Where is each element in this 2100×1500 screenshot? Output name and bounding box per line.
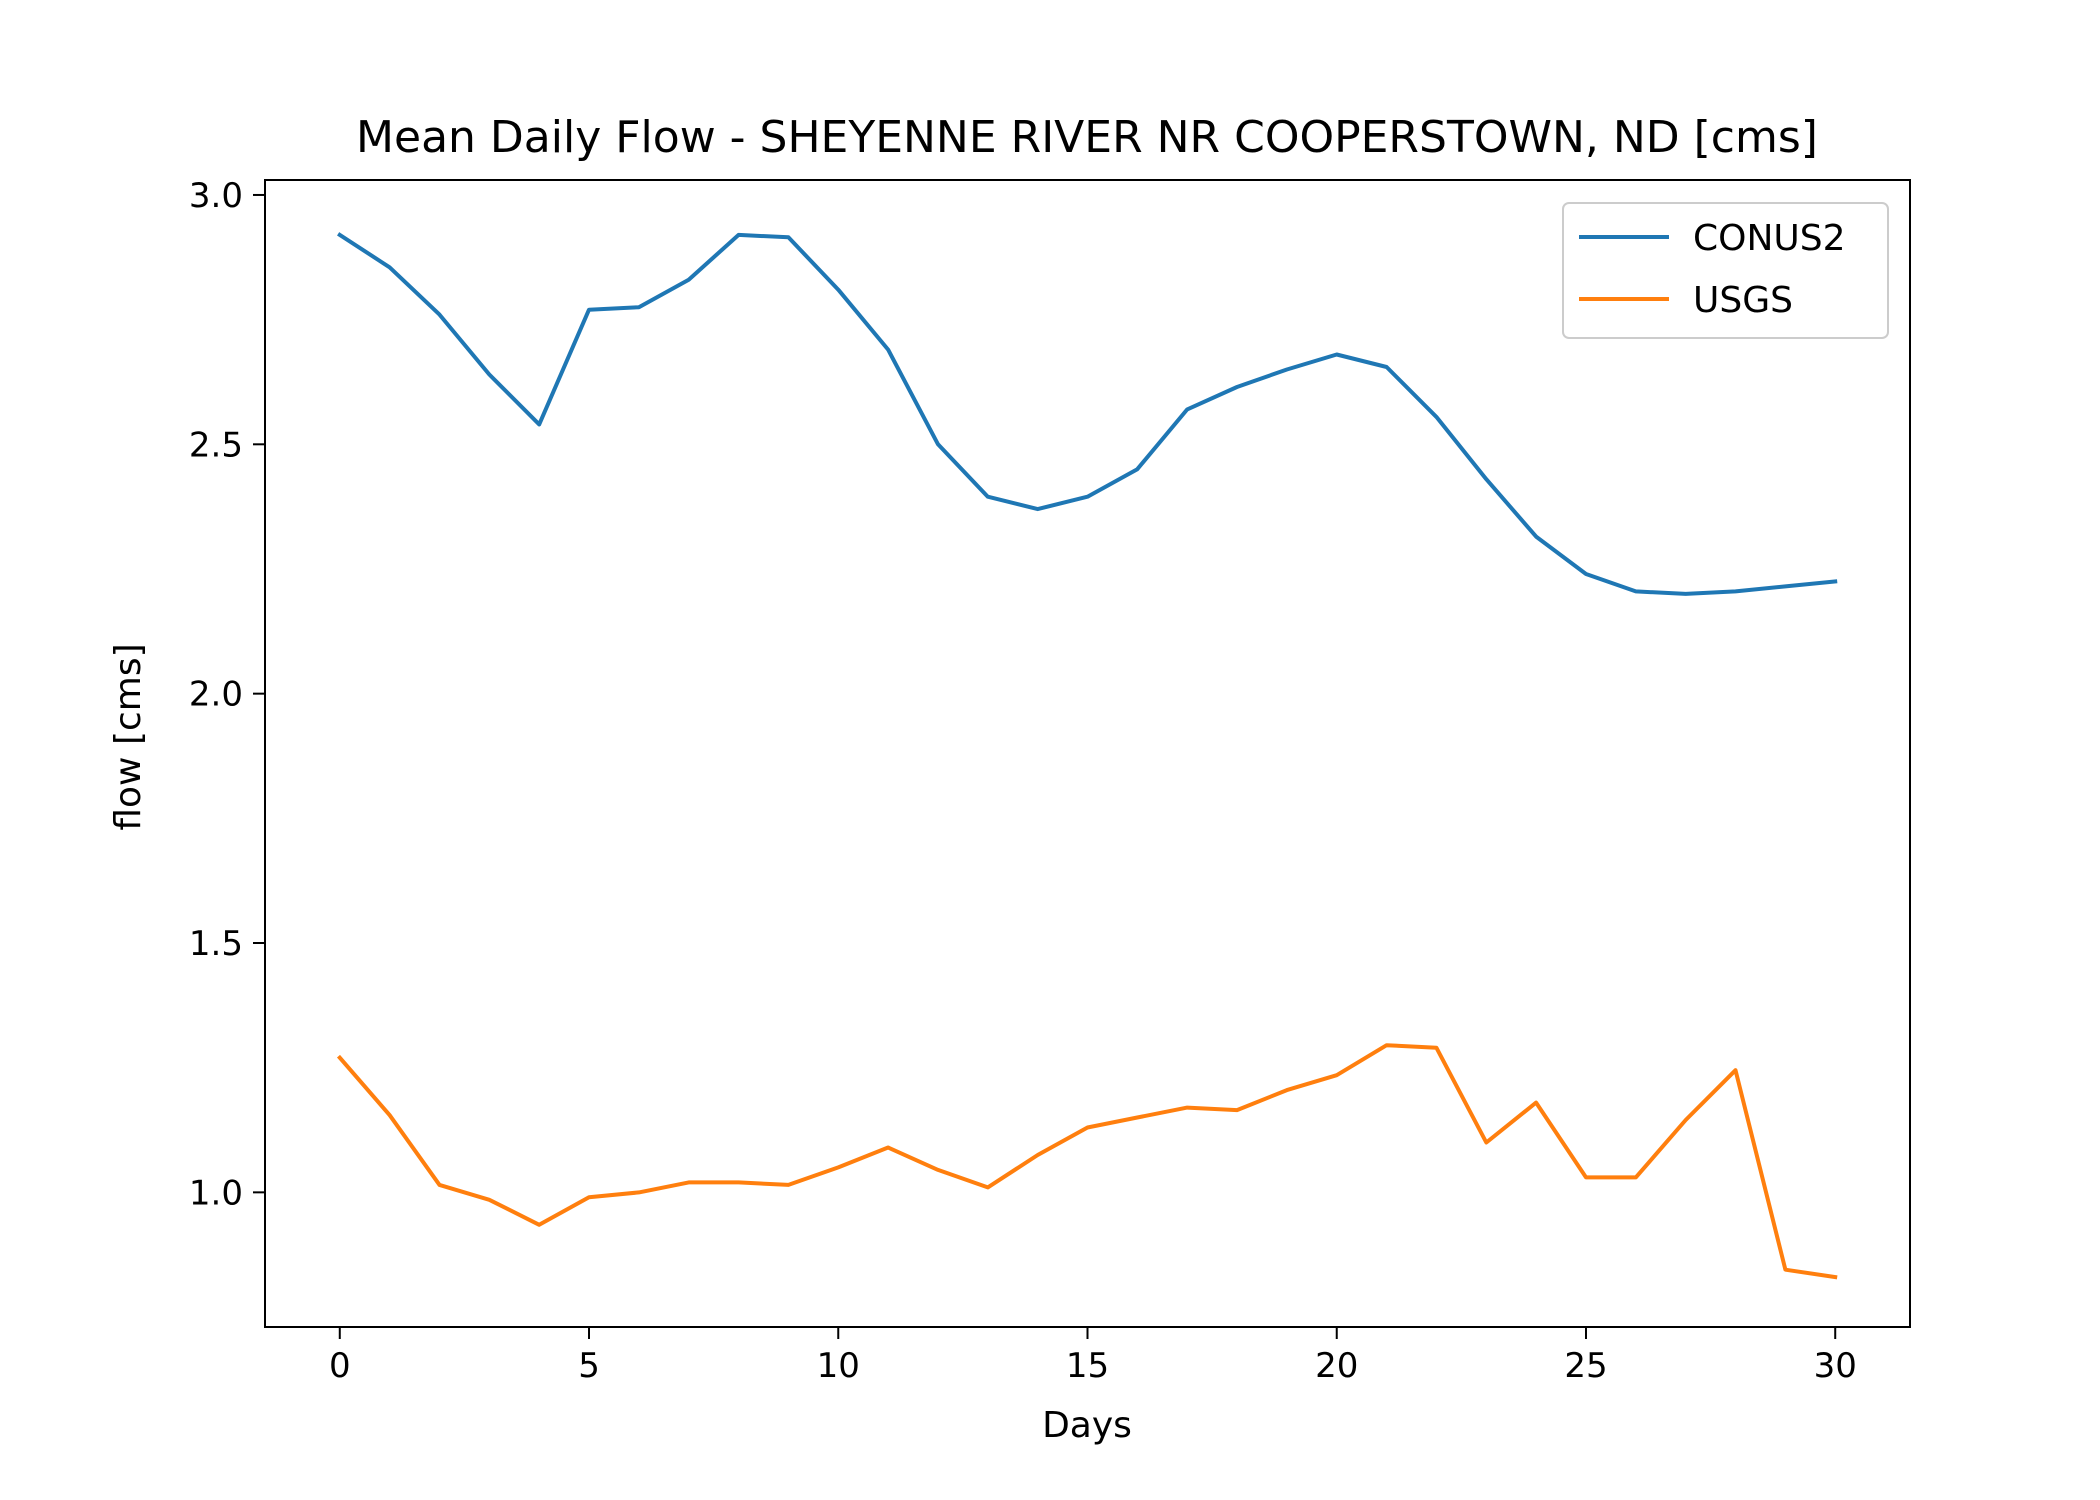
y-tick-label: 2.5: [189, 425, 243, 465]
series-line-conus2: [337, 232, 1838, 596]
y-tick-label: 1.5: [189, 924, 243, 964]
legend-label-conus2: CONUS2: [1693, 218, 1846, 259]
legend: CONUS2 USGS: [1562, 202, 1889, 339]
x-tick-label: 0: [329, 1346, 351, 1386]
x-tick-label: 30: [1814, 1346, 1857, 1386]
plot-area: [336, 232, 1838, 1280]
series-line-usgs: [336, 1043, 1838, 1280]
y-axis-label: flow [cms]: [108, 643, 149, 830]
x-axis-label: Days: [1042, 1405, 1132, 1446]
x-axis: 0 5 10 15 20 25 30: [329, 1327, 1857, 1386]
y-tick-label: 1.0: [189, 1173, 243, 1213]
chart-title: Mean Daily Flow - SHEYENNE RIVER NR COOP…: [356, 112, 1818, 163]
legend-label-usgs: USGS: [1693, 280, 1793, 321]
x-tick-label: 25: [1564, 1346, 1607, 1386]
x-tick-label: 10: [817, 1346, 860, 1386]
x-tick-label: 5: [578, 1346, 600, 1386]
y-tick-label: 2.0: [189, 675, 243, 715]
x-tick-label: 15: [1066, 1346, 1109, 1386]
x-tick-label: 20: [1315, 1346, 1358, 1386]
y-axis: 1.0 1.5 2.0 2.5 3.0: [189, 176, 265, 1213]
y-tick-label: 3.0: [189, 176, 243, 216]
